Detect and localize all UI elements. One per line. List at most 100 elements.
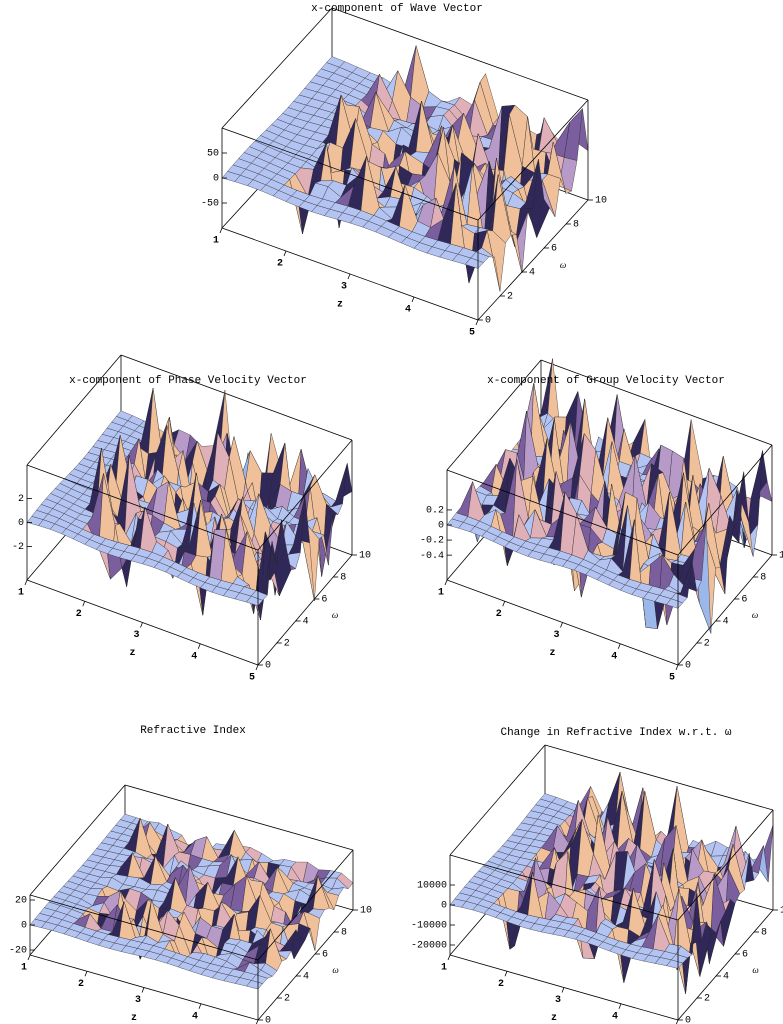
z-tick-label: -20 xyxy=(9,946,27,957)
chart-title: Refractive Index xyxy=(140,725,246,737)
x-tick-label: 3 xyxy=(135,995,141,1006)
x-tick xyxy=(198,1003,202,1009)
x-tick xyxy=(197,643,201,649)
box-edge xyxy=(446,359,542,471)
box-edge xyxy=(257,439,353,551)
y-tick-label: 0 xyxy=(685,1016,691,1024)
z-tick-label: 0 xyxy=(213,174,219,185)
x-tick xyxy=(141,987,145,993)
box-edge xyxy=(124,784,354,851)
x-tick-label: 2 xyxy=(277,259,283,270)
x-tick-label: 4 xyxy=(612,1011,618,1022)
box-edge xyxy=(677,554,773,666)
box-edge xyxy=(677,909,774,1021)
x-tick xyxy=(255,1019,259,1024)
y-tick-label: 4 xyxy=(723,617,729,628)
x-axis-label: z xyxy=(129,648,135,659)
chart-title: Change in Refractive Index w.r.t. ω xyxy=(500,727,731,739)
y-tick-label: 6 xyxy=(321,595,327,606)
y-tick-label: 4 xyxy=(723,972,729,983)
z-tick-label: -20000 xyxy=(411,941,447,952)
surface-patch xyxy=(410,45,430,108)
surface-patch xyxy=(666,598,683,609)
z-tick-label: 10000 xyxy=(417,881,447,892)
y-tick-label: 10 xyxy=(779,551,783,562)
x-tick xyxy=(27,954,31,961)
x-axis-label: z xyxy=(337,300,343,311)
box-edge xyxy=(677,809,774,921)
y-tick-label: 2 xyxy=(704,639,710,650)
z-tick-label: -0.2 xyxy=(420,536,444,547)
x-tick-label: 1 xyxy=(441,963,447,974)
box-edge xyxy=(540,359,773,446)
x-tick xyxy=(444,579,448,586)
z-tick-label: 0 xyxy=(441,901,447,912)
z-tick-label: 20 xyxy=(15,896,27,907)
chart-panel: x-component of Phase Velocity Vector 1 2 3 4… xyxy=(12,354,371,684)
box-edge xyxy=(29,784,126,896)
z-tick-label: 0 xyxy=(438,521,444,532)
y-tick-label: 2 xyxy=(507,292,513,303)
z-tick-label: 2 xyxy=(18,494,24,505)
y-tick-label: 2 xyxy=(284,639,290,650)
x-tick xyxy=(618,1003,622,1009)
x-tick-label: 4 xyxy=(611,651,617,662)
x-axis-label: z xyxy=(549,648,555,659)
y-axis-label: ω xyxy=(752,965,758,975)
box-edge xyxy=(331,7,589,101)
y-tick-label: 0 xyxy=(265,1016,271,1024)
y-tick-label: 10 xyxy=(360,906,372,917)
z-tick-label: 0.2 xyxy=(426,506,444,517)
x-tick-label: 1 xyxy=(213,236,219,247)
x-tick-label: 3 xyxy=(341,282,347,293)
y-axis-label: ω xyxy=(332,965,338,975)
x-tick-label: 1 xyxy=(18,588,24,599)
x-tick xyxy=(447,954,451,961)
x-tick-label: 4 xyxy=(191,651,197,662)
x-tick-label: 4 xyxy=(192,1011,198,1022)
surface-patch xyxy=(246,595,263,606)
box-edge xyxy=(257,849,354,961)
x-tick xyxy=(560,622,563,628)
box-edge xyxy=(477,99,589,221)
x-tick xyxy=(140,622,143,628)
box-edge xyxy=(120,354,353,441)
box-edge xyxy=(477,199,589,321)
y-tick-label: 0 xyxy=(685,661,691,672)
x-tick xyxy=(675,664,679,671)
x-tick-label: 2 xyxy=(496,609,502,620)
box-edge xyxy=(677,444,773,556)
x-tick-label: 1 xyxy=(438,588,444,599)
chart-panel: Change in Refractive Index w.r.t. ω12345… xyxy=(411,727,783,1024)
x-tick xyxy=(283,250,287,257)
chart-title: x-component of Group Velocity Vector xyxy=(487,375,725,387)
x-tick-label: 2 xyxy=(76,609,82,620)
y-tick-label: 10 xyxy=(595,196,607,207)
x-tick-label: 3 xyxy=(555,995,561,1006)
box-edge xyxy=(449,854,679,921)
y-tick-label: 6 xyxy=(742,950,748,961)
y-tick-label: 2 xyxy=(284,994,290,1005)
x-tick xyxy=(219,227,223,234)
z-tick-label: 0 xyxy=(18,518,24,529)
x-tick-label: 2 xyxy=(498,979,504,990)
box-edge xyxy=(221,127,479,221)
x-axis-label: z xyxy=(131,1013,137,1024)
box-edge xyxy=(29,894,259,961)
x-tick-label: 5 xyxy=(669,673,675,684)
y-tick-label: 8 xyxy=(760,573,766,584)
x-tick xyxy=(347,273,351,280)
z-tick-label: -2 xyxy=(12,542,24,553)
y-tick-label: 0 xyxy=(485,316,491,327)
y-tick-label: 4 xyxy=(303,617,309,628)
y-tick-label: 10 xyxy=(780,906,783,917)
x-tick xyxy=(504,971,508,977)
surface-patch xyxy=(464,257,484,269)
x-tick-label: 3 xyxy=(133,630,139,641)
x-tick xyxy=(475,319,479,326)
box-edge xyxy=(257,909,354,1021)
box-edge xyxy=(257,554,353,666)
box-edge xyxy=(26,464,259,551)
z-tick-label: -0.4 xyxy=(420,551,444,562)
